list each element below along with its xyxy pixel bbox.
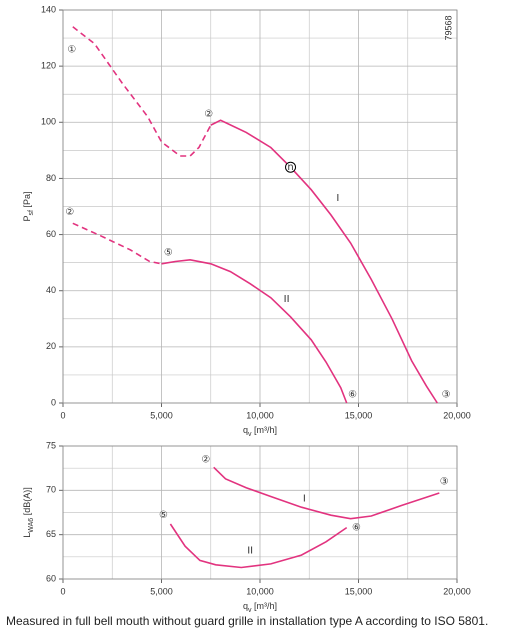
figure-id: 79568 (443, 15, 453, 40)
x-tick-label: 15,000 (345, 586, 373, 596)
label-sub: WA6 (28, 518, 35, 533)
curve (210, 119, 438, 404)
x-tick-label: 10,000 (246, 410, 274, 420)
annotation: II (247, 546, 253, 557)
curve (72, 222, 162, 265)
label-unit: [dB(A)] (22, 487, 32, 518)
y-tick-label: 20 (46, 341, 56, 351)
curve (169, 523, 348, 569)
x-tick-label: 20,000 (443, 410, 471, 420)
curve (161, 258, 348, 404)
label-unit: [Pa] (22, 192, 32, 211)
y-tick-label: 40 (46, 285, 56, 295)
annotation: ③ (442, 390, 451, 401)
x-tick-label: 15,000 (345, 410, 373, 420)
label-base: L (22, 533, 32, 538)
curve (213, 466, 440, 520)
x-tick-label: 10,000 (246, 586, 274, 596)
annotation: I (303, 493, 306, 504)
y-tick-label: 60 (46, 573, 56, 583)
label-sub: v (248, 431, 252, 438)
annotation: ② (204, 109, 213, 120)
y-tick-label: 80 (46, 173, 56, 183)
x-axis-label: qv [m³/h] (243, 425, 277, 438)
annotation: ⑤ (159, 510, 168, 521)
plot-frame (62, 9, 458, 404)
y-tick-label: 100 (41, 117, 56, 127)
plot-frame (62, 445, 458, 580)
x-axis-label: qv [m³/h] (243, 601, 277, 614)
annotation: ① (67, 44, 76, 55)
x-tick-label: 5,000 (150, 410, 173, 420)
label-unit: [m³/h] (252, 425, 278, 435)
annotation: ② (65, 207, 74, 218)
annotation: n (287, 162, 293, 173)
label-base: q (243, 425, 248, 435)
y-axis-label: Psf [Pa] (22, 192, 35, 222)
x-tick-label: 0 (60, 586, 65, 596)
label-sub: v (248, 607, 252, 614)
y-tick-label: 120 (41, 61, 56, 71)
annotation: ⑥ (348, 390, 357, 401)
annotation: I (336, 193, 339, 204)
annotation: ② (201, 454, 210, 465)
y-axis-label: LWA6 [dB(A)] (22, 487, 35, 537)
footnote: Measured in full bell mouth without guar… (6, 614, 488, 628)
y-tick-label: 65 (46, 529, 56, 539)
label-sub: sf (28, 210, 35, 216)
label-base: P (22, 215, 32, 221)
annotation: ⑥ (352, 523, 361, 534)
x-tick-label: 5,000 (150, 586, 173, 596)
label-base: q (243, 601, 248, 611)
y-tick-label: 0 (51, 397, 56, 407)
annotation: ③ (440, 476, 449, 487)
curve (72, 26, 212, 157)
y-tick-label: 60 (46, 229, 56, 239)
y-tick-label: 75 (46, 440, 56, 450)
annotation: ⑤ (164, 248, 173, 259)
y-tick-label: 70 (46, 485, 56, 495)
x-tick-label: 0 (60, 410, 65, 420)
x-tick-label: 20,000 (443, 586, 471, 596)
label-unit: [m³/h] (252, 601, 278, 611)
annotation-circle (285, 161, 297, 173)
y-tick-label: 140 (41, 4, 56, 14)
annotation: II (284, 294, 290, 305)
